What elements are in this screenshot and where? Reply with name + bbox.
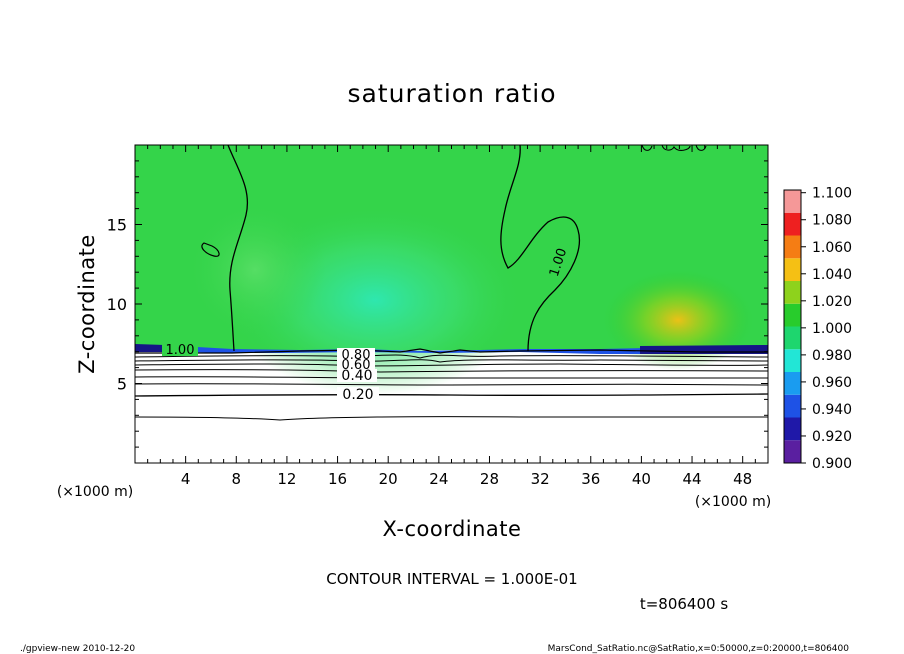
colorbar-segment <box>784 258 801 281</box>
contour-line-1.00-c <box>201 242 220 257</box>
colorbar-label: 1.000 <box>812 321 852 337</box>
colorbar-label: 0.900 <box>812 456 852 472</box>
footer-left: ./gpview-new 2010-12-20 <box>20 644 135 654</box>
colorbar-label: 0.920 <box>812 429 852 445</box>
colorbar-segment <box>784 326 801 350</box>
colorbar-segment <box>784 394 801 418</box>
x-tick-label: 16 <box>328 470 347 488</box>
colorbar-label: 0.960 <box>812 375 852 391</box>
x-tick-label: 36 <box>581 470 600 488</box>
y-tick-label: 15 <box>107 216 127 235</box>
x-tick-label: 24 <box>429 470 448 488</box>
colorbar-label: 0.980 <box>812 348 852 364</box>
colorbar-frame <box>783 189 802 464</box>
contour-line-1.00-b <box>500 145 580 352</box>
x-unit-label-left: (×1000 m) <box>57 484 133 500</box>
interface-dark-left <box>135 344 165 352</box>
contour-label-0.40: 0.40 <box>341 368 372 384</box>
plot-area: 1.00 0.80 0.60 0.40 0.20 1.00 <box>135 145 768 463</box>
y-tick-label: 10 <box>107 295 127 314</box>
chart-title: saturation ratio <box>347 79 556 108</box>
contour-interval-text: CONTOUR INTERVAL = 1.000E-01 <box>326 570 577 588</box>
colorbar-label: 1.020 <box>812 294 852 310</box>
contour-line-0.60 <box>135 363 768 367</box>
contour-line-interface <box>135 348 768 354</box>
contour-line-0.80 <box>135 354 768 359</box>
contour-line-0.30 <box>135 383 768 386</box>
light-patch-left <box>185 200 325 340</box>
contour-label-0.20: 0.20 <box>342 387 373 403</box>
colorbar-label: 0.940 <box>812 402 852 418</box>
colorbar-label: 1.060 <box>812 240 852 256</box>
supersaturated-patch <box>603 270 753 370</box>
colorbar-segment <box>784 190 801 213</box>
x-tick-label: 32 <box>531 470 550 488</box>
y-tick-label: 5 <box>117 375 127 394</box>
x-tick-label: 8 <box>232 470 242 488</box>
contour-line-0.20 <box>135 393 768 397</box>
colorbar-label: 1.100 <box>812 186 852 202</box>
contour-line-1.00-d <box>641 145 707 151</box>
y-axis-label: Z-coordinate <box>75 234 99 374</box>
x-tick-label: 40 <box>632 470 651 488</box>
contour-label-1.00-left: 1.00 <box>166 343 195 358</box>
interface-dark-right <box>640 345 768 354</box>
contour-line-1.00-a <box>227 145 248 352</box>
contour-line-0.10 <box>135 416 768 421</box>
x-axis-label: X-coordinate <box>383 517 522 541</box>
x-unit-label-right: (×1000 m) <box>695 494 771 510</box>
colorbar-segment <box>784 349 801 372</box>
x-tick-label: 48 <box>733 470 752 488</box>
x-axis: 4 8 12 16 20 24 28 32 36 40 44 48 <box>147 145 756 488</box>
x-tick-label: 28 <box>480 470 499 488</box>
colorbar: 0.900 0.920 0.940 0.960 0.980 1.000 1.020 1.040… <box>783 186 852 472</box>
colorbar-segment <box>784 417 801 441</box>
x-tick-label: 4 <box>181 470 191 488</box>
colorbar-segment <box>784 281 801 304</box>
colorbar-segment <box>784 212 801 236</box>
x-tick-label: 12 <box>277 470 296 488</box>
contour-line-0.70 <box>135 359 768 363</box>
colorbar-segment <box>784 235 801 259</box>
colorbar-segment <box>784 372 801 395</box>
time-label: t=806400 s <box>640 595 728 613</box>
colorbar-segment <box>784 440 801 463</box>
colorbar-segment <box>784 303 801 327</box>
footer-right: MarsCond_SatRatio.nc@SatRatio,x=0:50000,… <box>548 644 850 654</box>
contour-labels: 1.00 0.80 0.60 0.40 0.20 1.00 <box>162 240 570 403</box>
y-axis: 5 10 15 <box>107 160 768 448</box>
colorbar-label: 1.040 <box>812 267 852 283</box>
x-tick-label: 20 <box>379 470 398 488</box>
contour-line-0.50 <box>135 369 768 373</box>
x-tick-label: 44 <box>682 470 701 488</box>
colorbar-label: 1.080 <box>812 213 852 229</box>
